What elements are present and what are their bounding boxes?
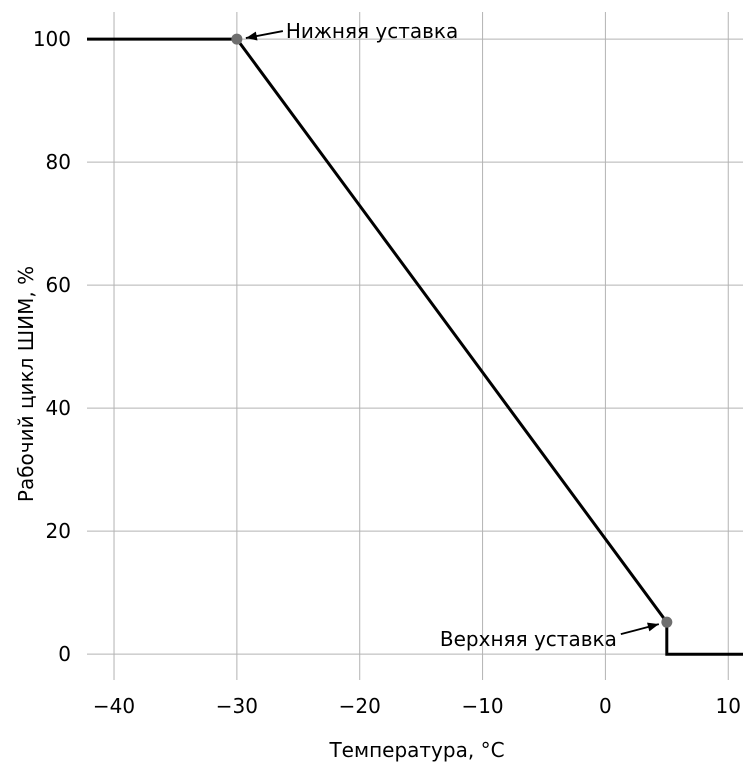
y-tick-labels: 0 20 40 60 80 100 <box>33 27 71 666</box>
annotation-label: Верхняя уставка <box>440 627 617 651</box>
x-tick-label: 10 <box>716 694 741 718</box>
markers <box>231 33 673 628</box>
series-layer <box>87 37 743 656</box>
annotations: Нижняя уставка Верхняя уставка <box>245 19 660 651</box>
y-tick-label: 80 <box>46 150 71 174</box>
x-tick-label: −40 <box>93 694 135 718</box>
series-line <box>87 37 743 656</box>
x-tick-label: 0 <box>599 694 612 718</box>
y-tick-label: 100 <box>33 27 71 51</box>
x-tick-labels: −40 −30 −20 −10 0 10 <box>93 694 741 718</box>
x-axis-label: Температура, °C <box>328 738 504 762</box>
x-tick-label: −20 <box>339 694 381 718</box>
y-tick-label: 20 <box>46 519 71 543</box>
x-tick-label: −30 <box>216 694 258 718</box>
y-tick-label: 60 <box>46 273 71 297</box>
setpoint-marker <box>661 616 673 628</box>
grid <box>87 12 743 680</box>
annotation-arrowhead <box>647 622 659 632</box>
y-axis-label: Рабочий цикл ШИМ, % <box>14 266 38 502</box>
x-tick-label: −10 <box>461 694 503 718</box>
y-tick-label: 0 <box>58 642 71 666</box>
setpoint-marker <box>231 33 243 45</box>
y-tick-label: 40 <box>46 396 71 420</box>
annotation-label: Нижняя уставка <box>286 19 458 43</box>
annotation-arrowhead <box>245 31 258 41</box>
